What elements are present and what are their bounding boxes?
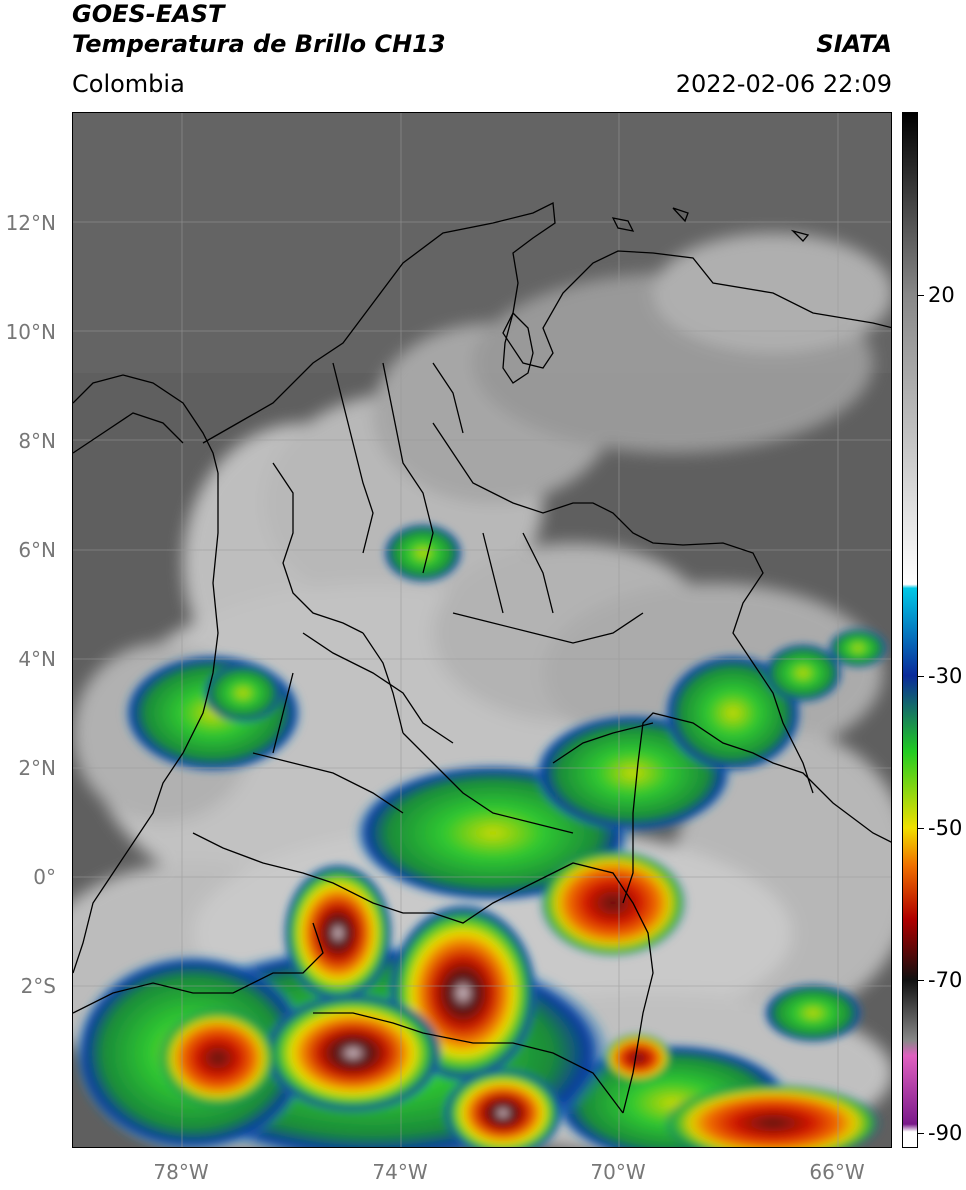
colorbar-tick-label: 20 xyxy=(928,282,955,307)
colorbar-tick-mark xyxy=(918,675,924,677)
colorbar-tick-label: -90 xyxy=(928,1120,963,1145)
colorbar-tick-mark xyxy=(918,828,924,830)
lon-label-78w: 78°W xyxy=(153,1160,209,1184)
satellite-name: GOES-EAST xyxy=(72,0,225,28)
colorbar-tick-mark xyxy=(918,294,924,296)
temperature-colorbar xyxy=(902,112,918,1148)
lat-label-2n: 2°N xyxy=(18,756,56,780)
colorbar-tick-label: -30 xyxy=(928,663,963,688)
lon-label-74w: 74°W xyxy=(372,1160,428,1184)
lat-label-6n: 6°N xyxy=(18,538,56,562)
region-label: Colombia xyxy=(72,70,185,98)
lat-label-10n: 10°N xyxy=(5,320,56,344)
satellite-image-map[interactable] xyxy=(72,112,892,1148)
lon-label-66w: 66°W xyxy=(809,1160,865,1184)
lat-label-12n: 12°N xyxy=(5,211,56,235)
lat-label-8n: 8°N xyxy=(18,429,56,453)
colorbar-tick-mark xyxy=(918,980,924,982)
lat-label-0: 0° xyxy=(33,865,56,889)
timestamp-label: 2022-02-06 22:09 xyxy=(675,70,892,98)
colorbar-tick-label: -50 xyxy=(928,816,963,841)
borders xyxy=(73,201,891,1114)
colorbar-tick-label: -70 xyxy=(928,968,963,993)
organization-label: SIATA xyxy=(816,30,892,58)
map-svg xyxy=(73,113,891,1147)
lat-label-4n: 4°N xyxy=(18,647,56,671)
product-title: Temperatura de Brillo CH13 xyxy=(72,30,446,58)
gridlines xyxy=(73,113,891,1147)
colorbar-tick-mark xyxy=(918,1132,924,1134)
lon-label-70w: 70°W xyxy=(590,1160,646,1184)
lat-label-2s: 2°S xyxy=(20,974,56,998)
